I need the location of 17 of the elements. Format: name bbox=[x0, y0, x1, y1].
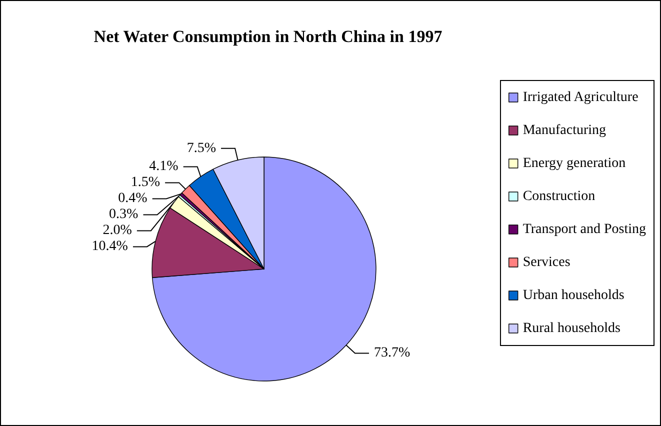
data-label: 1.5% bbox=[130, 175, 160, 190]
data-label: 0.4% bbox=[118, 191, 148, 206]
legend-label: Urban households bbox=[522, 288, 624, 303]
data-label: 2.0% bbox=[102, 223, 132, 238]
legend-label: Transport and Posting bbox=[522, 222, 646, 237]
data-label: 7.5% bbox=[186, 140, 216, 156]
legend-label: Construction bbox=[522, 189, 596, 204]
legend-label: Energy generation bbox=[522, 156, 626, 171]
data-label: 0.3% bbox=[109, 207, 139, 222]
data-label: 4.1% bbox=[149, 159, 179, 174]
legend-label: Manufacturing bbox=[522, 123, 606, 138]
data-label: 10.4% bbox=[92, 239, 128, 254]
legend-label: Services bbox=[522, 255, 570, 270]
data-label: 73.7% bbox=[374, 346, 410, 361]
legend-label: Irrigated Agriculture bbox=[522, 90, 638, 105]
legend-label: Rural households bbox=[522, 321, 620, 336]
chart-title: Net Water Consumption in North China in 1997 bbox=[94, 27, 443, 46]
